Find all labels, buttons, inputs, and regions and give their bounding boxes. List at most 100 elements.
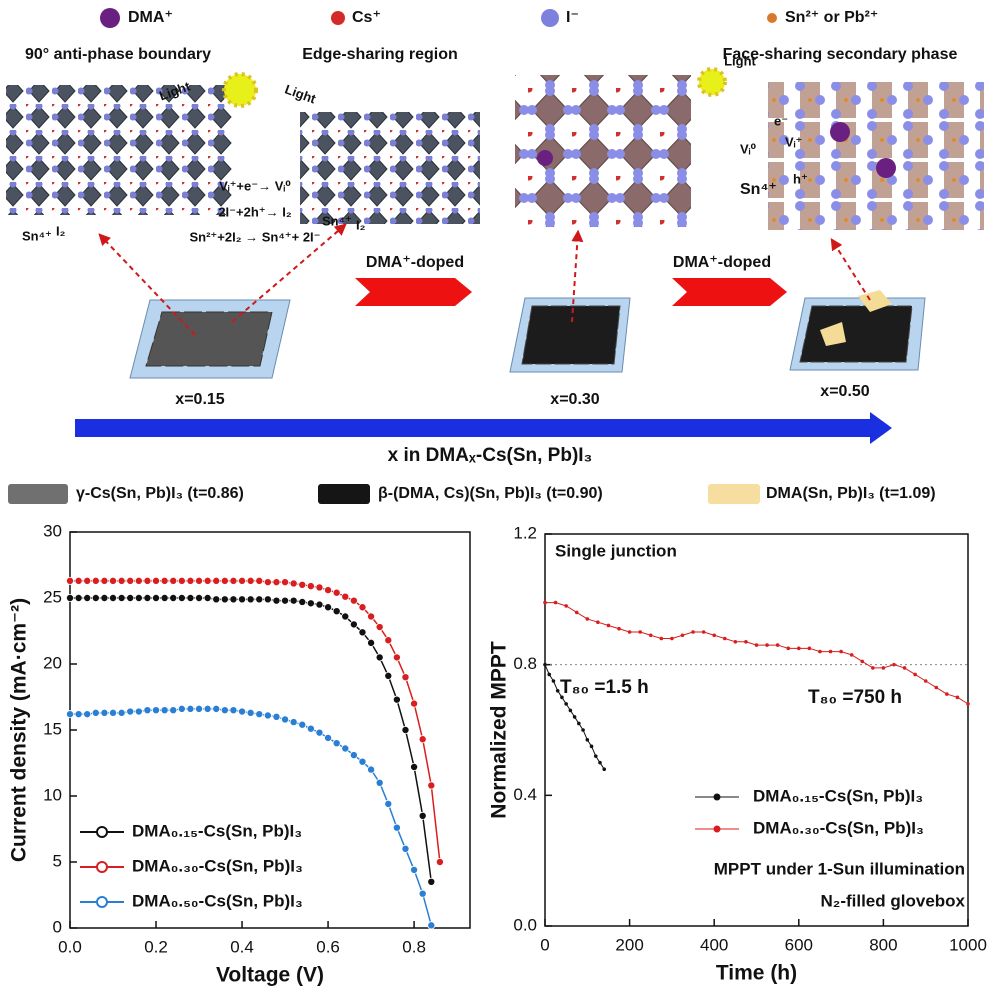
series-line (70, 580, 441, 863)
data-point (568, 708, 573, 713)
dma-ion (876, 158, 896, 178)
data-point (358, 757, 367, 766)
data-point (212, 704, 221, 713)
ion-legend: DMA⁺ Cs⁺ I⁻ Sn²⁺ or Pb²⁺ (100, 8, 878, 28)
doping-arrow (672, 278, 787, 306)
legend-marker (713, 825, 721, 833)
data-point (289, 718, 298, 727)
data-point (134, 707, 143, 716)
data-point (966, 702, 970, 706)
lattice (300, 112, 480, 224)
doping-label: DMA⁺-doped (366, 254, 464, 271)
data-point (229, 576, 238, 585)
reaction: Sn²⁺+2I₂ → Sn⁴⁺+ 2I⁻ (189, 229, 320, 244)
data-point (66, 594, 75, 603)
data-point (596, 620, 600, 624)
schematic: 90° anti-phase boundary Edge-sharing reg… (6, 46, 984, 504)
x-axis-label: Voltage (V) (216, 964, 324, 987)
data-point (332, 739, 341, 748)
sun (697, 67, 727, 97)
data-point (83, 594, 92, 603)
data-point (117, 576, 126, 585)
region-label: Face-sharing secondary phase (723, 46, 958, 63)
legend-label: I⁻ (566, 9, 579, 26)
data-point (160, 594, 169, 603)
data-point (324, 586, 333, 595)
data-point (418, 811, 427, 820)
data-point (648, 633, 653, 638)
legend-label: DMA₀.₅₀-Cs(Sn, Pb)I₃ (132, 891, 303, 910)
data-point (91, 708, 100, 717)
data-point (186, 576, 195, 585)
legend-label: DMA₀.₃₀-Cs(Sn, Pb)I₃ (753, 818, 924, 837)
data-point (74, 710, 83, 719)
data-point (298, 720, 307, 729)
data-point (627, 630, 632, 634)
y-tick-label: 0.8 (513, 654, 537, 673)
grains (145, 311, 273, 367)
annotation: N₂-filled glovebox (820, 891, 965, 910)
data-point (341, 592, 350, 601)
data-point (109, 576, 118, 585)
annotation: T₈₀ =1.5 h (560, 677, 649, 698)
x-tick-label: 0.0 (58, 937, 82, 956)
composition-arrow (75, 412, 892, 444)
y-tick-label: 5 (53, 851, 62, 870)
data-point (680, 633, 685, 638)
composition: x=0.15 (175, 391, 224, 408)
data-point (543, 662, 547, 667)
data-point (100, 576, 109, 585)
x-tick-label: 800 (869, 935, 897, 954)
data-point (797, 646, 801, 651)
legend-marker (96, 896, 108, 908)
data-point (892, 662, 896, 667)
data-point (945, 692, 949, 696)
data-point (602, 767, 607, 771)
dma-ion (537, 150, 553, 166)
data-point (109, 594, 118, 603)
lattice (6, 85, 234, 215)
data-point (246, 708, 255, 717)
data-point (74, 576, 83, 585)
data-point (733, 640, 738, 644)
data-point (367, 612, 376, 621)
data-point (410, 865, 419, 874)
data-point (349, 620, 358, 629)
data-point (384, 636, 393, 645)
data-point (263, 595, 272, 604)
x-tick-label: 400 (700, 935, 728, 954)
data-point (229, 706, 238, 715)
data-point (160, 706, 169, 715)
data-point (923, 679, 928, 683)
data-point (839, 649, 843, 654)
data-point (593, 754, 598, 758)
data-point (547, 672, 552, 677)
data-point (401, 673, 410, 682)
data-point (315, 600, 324, 609)
data-point (220, 706, 229, 715)
lattice-label: Sn⁴⁺ (22, 228, 52, 243)
data-point (775, 643, 780, 647)
data-point (555, 689, 560, 693)
data-point (598, 760, 602, 765)
data-point (560, 695, 564, 700)
data-point (659, 636, 664, 641)
data-point (203, 576, 212, 585)
data-point (581, 728, 585, 732)
data-point (418, 889, 427, 898)
phase-swatch (318, 484, 370, 504)
defect-label: Vᵢ⁰ (740, 141, 757, 156)
data-point (212, 595, 221, 604)
lattice-label: I₂ (56, 223, 66, 238)
data-point (91, 594, 100, 603)
y-tick-label: 20 (43, 653, 62, 672)
data-point (818, 649, 822, 654)
data-point (177, 704, 186, 713)
data-point (427, 921, 436, 930)
data-point (238, 576, 247, 585)
y-tick-label: 0.4 (513, 785, 537, 804)
icon (331, 11, 345, 25)
data-point (83, 576, 92, 585)
data-point (617, 626, 621, 631)
